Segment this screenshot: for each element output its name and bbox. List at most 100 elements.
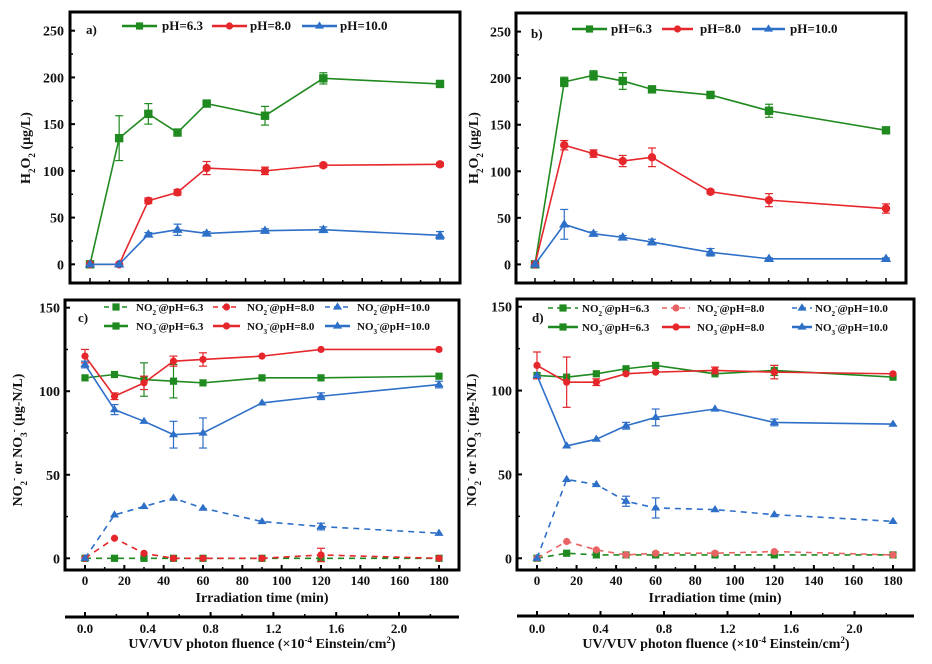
text-part: or NO xyxy=(11,437,26,478)
marker-circle xyxy=(169,554,178,562)
x-tick-label: 80 xyxy=(236,573,249,588)
marker-triangle xyxy=(139,501,149,510)
series xyxy=(533,537,897,562)
marker-triangle xyxy=(646,236,658,246)
series-line xyxy=(534,223,886,265)
legend-item: NO3-@pH=6.3 xyxy=(548,321,650,337)
text-part: - xyxy=(602,321,605,329)
marker-triangle xyxy=(143,229,154,238)
text-part: (μg/L) xyxy=(19,112,34,153)
marker-triangle xyxy=(316,391,326,399)
marker-triangle xyxy=(80,553,90,561)
text-part: pH=10.0 xyxy=(340,18,388,33)
text-part: 3 xyxy=(832,329,836,337)
text-part: H xyxy=(19,173,34,184)
marker-circle xyxy=(672,304,680,312)
marker-triangle xyxy=(434,528,444,536)
x-tick-label: 140 xyxy=(351,573,371,588)
marker-circle xyxy=(173,188,182,197)
series-line xyxy=(84,497,440,559)
marker-triangle xyxy=(113,259,125,268)
text-part: @pH=10.0 xyxy=(837,303,888,315)
series xyxy=(530,139,891,269)
text-part: @pH=10.0 xyxy=(837,322,888,334)
text-part: 2 xyxy=(386,635,391,645)
series-line xyxy=(84,373,440,384)
legend: pH=6.3 pH=8.0 pH=10.0 xyxy=(122,18,388,33)
text-part: NO xyxy=(357,321,374,333)
panel-label: c) xyxy=(78,310,88,325)
series xyxy=(81,345,443,401)
text-part: UV/VUV photon fluence (×10 xyxy=(128,637,304,652)
y-tick-label: 0 xyxy=(57,258,64,273)
text-part: - xyxy=(267,320,270,328)
series xyxy=(85,160,445,269)
y-tick-label: 200 xyxy=(490,72,511,87)
marker-circle xyxy=(258,554,266,562)
series xyxy=(81,534,443,563)
text-part: 3 xyxy=(19,432,29,437)
marker-circle xyxy=(622,551,630,559)
x-tick-label: 60 xyxy=(649,573,662,588)
text-part: 2 xyxy=(374,309,378,317)
marker-circle xyxy=(144,196,153,205)
marker-triangle xyxy=(562,441,572,449)
x-tick-label: 20 xyxy=(118,573,131,588)
legend-item: NO2-@pH=10.0 xyxy=(792,302,888,318)
marker-triangle xyxy=(109,405,120,413)
marker-circle xyxy=(770,547,778,556)
text-part: 2 xyxy=(840,635,845,645)
fluence-axis-label: UV/VUV photon fluence (×10-4 Einstein/cm… xyxy=(582,635,850,652)
marker-triangle xyxy=(257,398,267,406)
text-part: 3 xyxy=(153,328,157,336)
marker-circle xyxy=(706,187,715,196)
text-part: - xyxy=(267,301,270,309)
marker-circle xyxy=(140,549,148,557)
marker-triangle xyxy=(880,253,892,262)
marker-circle xyxy=(140,379,148,387)
text-part: 3 xyxy=(714,329,718,337)
marker-square xyxy=(559,304,567,312)
marker-circle xyxy=(317,345,325,354)
marker-triangle xyxy=(257,516,267,525)
legend-label: NO3-@pH=6.3 xyxy=(582,321,650,337)
text-part: @pH=6.3 xyxy=(158,321,203,333)
marker-circle xyxy=(563,537,571,546)
x-tick-label: 140 xyxy=(804,573,824,588)
text-part: NO xyxy=(582,322,599,334)
legend-item: NO3-@pH=10.0 xyxy=(792,321,888,337)
x-axis-label: Irradiation time (min) xyxy=(649,591,782,606)
text-part: @pH=6.3 xyxy=(604,303,649,315)
marker-circle xyxy=(435,554,443,562)
text-part: @pH=10.0 xyxy=(379,321,430,333)
y-tick-label: 100 xyxy=(491,385,512,400)
series xyxy=(85,72,445,269)
text-part: NO xyxy=(247,321,264,333)
x-tick-label: 180 xyxy=(883,573,903,588)
series-line xyxy=(84,364,440,436)
marker-triangle xyxy=(797,322,807,330)
marker-circle xyxy=(222,303,231,311)
text-part: pH=8.0 xyxy=(250,18,291,33)
text-part: @pH=6.3 xyxy=(604,322,649,334)
panel-label: b) xyxy=(531,26,543,41)
marker-square xyxy=(258,374,266,382)
marker-triangle xyxy=(434,379,444,388)
marker-triangle xyxy=(651,503,661,511)
marker-circle xyxy=(258,352,266,360)
text-part: NO xyxy=(247,302,264,314)
text-part: - xyxy=(377,320,380,328)
y-tick-label: 0 xyxy=(53,552,60,567)
marker-triangle xyxy=(562,474,572,483)
y-tick-label: 100 xyxy=(490,165,511,180)
marker-triangle xyxy=(705,247,716,256)
marker-square xyxy=(169,377,178,385)
text-part: (μg-N/L) xyxy=(465,373,480,429)
legend-item: NO2-@pH=10.0 xyxy=(325,301,430,317)
marker-circle xyxy=(589,149,598,158)
marker-square xyxy=(114,133,124,143)
marker-circle xyxy=(110,534,119,542)
y-tick-label: 150 xyxy=(39,302,60,317)
marker-circle xyxy=(435,160,445,169)
series-line xyxy=(90,163,441,266)
